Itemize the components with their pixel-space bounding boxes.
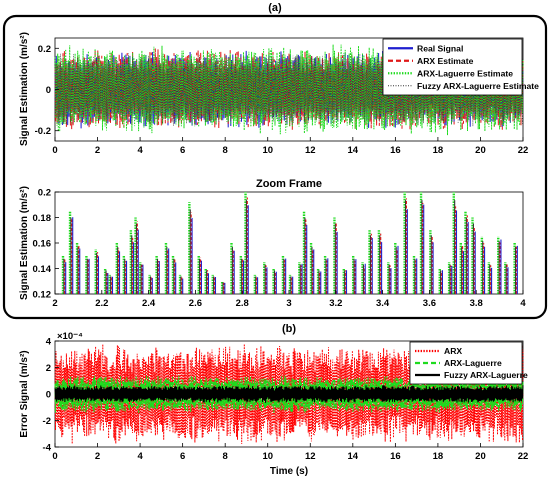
chart-top-xtick-label: 8 — [223, 145, 228, 156]
chart-zoom-xtick-label: 2 — [52, 298, 57, 309]
chart-zoom-xtick-label: 2.6 — [189, 298, 202, 309]
chart-zoom-ytick-label: 0.2 — [38, 188, 51, 199]
chart-error-xtick-label: 10 — [262, 451, 273, 462]
chart-top-xtick-label: 4 — [137, 145, 143, 156]
chart-zoom-xtick-label: 3.6 — [423, 298, 436, 309]
chart-zoom-ytick-label: 0.12 — [33, 290, 52, 301]
chart-error-ytick-label: -4 — [43, 443, 52, 454]
chart-top-xtick-label: 20 — [475, 145, 486, 156]
chart-error-legend: ARX ARX-Laguerre Fuzzy ARX-Laguerre — [409, 341, 528, 385]
chart-zoom-ylabel: Signal Estimation (m/s²) — [19, 186, 30, 300]
chart-top-series-3 — [54, 53, 524, 127]
chart-top-ytick-label: 0.2 — [38, 44, 51, 55]
chart-error-ytick-label: 0 — [46, 390, 51, 401]
chart-error-xtick-label: 20 — [475, 451, 486, 462]
chart-error-ytick-label: 2 — [46, 363, 51, 374]
chart-error-legend-entry: ARX-Laguerre — [444, 358, 502, 368]
chart-zoom-xtick-label: 3.8 — [470, 298, 483, 309]
chart-error-xtick-label: 12 — [305, 451, 316, 462]
chart-zoom-title: Zoom Frame — [256, 178, 322, 190]
chart-zoom-xtick-label: 2.2 — [95, 298, 108, 309]
chart-top-xtick-label: 10 — [262, 145, 273, 156]
chart-top-legend: Real Signal ARX Estimate ARX-Laguerre Esti… — [382, 38, 539, 96]
chart-zoom-xtick-label: 3.2 — [329, 298, 342, 309]
chart-zoom-ytick-label: 0.16 — [33, 239, 52, 250]
chart-top-xtick-label: 6 — [180, 145, 185, 156]
chart-top-axes: 0 2 4 6 8 10 12 14 16 18 20 220.20-0.2 — [35, 44, 529, 156]
chart-zoom-ytick-label: 0.18 — [33, 213, 52, 224]
chart-top-xtick-label: 0 — [52, 145, 57, 156]
chart-top-xtick-label: 14 — [348, 145, 359, 156]
chart-zoom-xtick-label: 2.8 — [236, 298, 249, 309]
chart-error-legend-entry: ARX — [444, 346, 462, 356]
chart-top-xtick-label: 18 — [433, 145, 444, 156]
chart-zoom-axes: 2 2.2 2.4 2.6 2.8 3 3.2 3.4 3.6 3.8 4 0.2 0.18 0.16 0.… — [33, 188, 527, 310]
chart-error-xtick-label: 6 — [180, 451, 185, 462]
chart-error-xtick-label: 22 — [518, 451, 529, 462]
chart-zoom-xtick-label: 3.4 — [376, 298, 390, 309]
chart-top-xtick-label: 2 — [95, 145, 100, 156]
chart-top-ylabel: Signal Estimation (m/s²) — [19, 32, 30, 146]
chart-top-xtick-label: 16 — [390, 145, 401, 156]
chart-error-xtick-label: 8 — [223, 451, 228, 462]
chart-error-xtick-label: 4 — [137, 451, 143, 462]
chart-top-series — [54, 44, 524, 136]
chart-error-xtick-label: 0 — [52, 451, 57, 462]
chart-top-ytick-label: -0.2 — [35, 126, 51, 137]
chart-top-xtick-label: 22 — [518, 145, 529, 156]
chart-error-xtick-label: 16 — [390, 451, 401, 462]
chart-error-xtick-label: 18 — [433, 451, 444, 462]
chart-top-xtick-label: 12 — [305, 145, 316, 156]
chart-top-legend-entry: Real Signal — [417, 43, 463, 53]
chart-top-legend-entry: ARX-Laguerre Estimate — [417, 68, 513, 78]
chart-zoom-xtick-label: 2.4 — [142, 298, 156, 309]
chart-top-series-2 — [54, 44, 524, 136]
panel-a-frame — [2, 14, 548, 320]
chart-top: 0 2 4 6 8 10 12 14 16 18 20 220.20-0.2 Signal Estim… — [19, 32, 539, 156]
chart-zoom-bars — [61, 192, 518, 294]
chart-top-legend-entry: Fuzzy ARX-Laguerre Estimate — [417, 81, 539, 91]
chart-error-scale-label: ×10⁻⁴ — [57, 331, 83, 342]
chart-error-ylabel: Error Signal (m/s²) — [19, 350, 30, 437]
chart-zoom: Zoom Frame 2 2.2 2.4 2.6 2.8 3 3.2 3.4 3.6 3.8 4 0.… — [19, 178, 526, 309]
chart-error-xtick-label: 2 — [95, 451, 100, 462]
chart-error-xtick-label: 14 — [348, 451, 359, 462]
chart-top-legend-entry: ARX Estimate — [417, 56, 474, 66]
chart-error-ytick-label: 4 — [46, 337, 52, 348]
chart-error-ytick-label: -2 — [43, 416, 51, 427]
panel-a-label: (a) — [268, 2, 282, 14]
chart-error-legend-entry: Fuzzy ARX-Laguerre — [444, 370, 528, 380]
chart-zoom-xtick-label: 3 — [286, 298, 291, 309]
panel-b-label: (b) — [282, 323, 296, 335]
chart-zoom-xtick-label: 4 — [520, 298, 526, 309]
chart-top-ytick-label: 0 — [46, 85, 51, 96]
chart-zoom-ytick-label: 0.14 — [33, 264, 52, 275]
chart-error-xlabel: Time (s) — [270, 466, 308, 477]
chart-error-legend-box — [409, 341, 523, 385]
chart-error-series-2 — [54, 385, 524, 403]
